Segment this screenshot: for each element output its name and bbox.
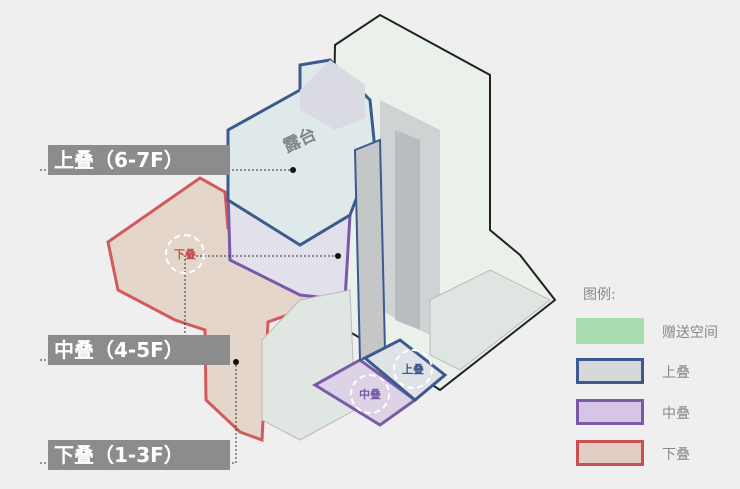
legend-swatch-middle [576,399,644,425]
leader-dot [335,253,341,259]
upper-tag: 上叠 [393,349,433,389]
upper-floors-label: 上叠（6-7F） [48,145,230,175]
lower-tag: 下叠 [165,234,205,274]
leader-dot [233,359,239,365]
legend-label: 上叠 [662,365,690,381]
legend-swatch-lower [576,440,644,466]
legend-title: 图例: [583,287,616,303]
legend-label: 下叠 [662,447,690,463]
middle-tag: 中叠 [350,374,390,414]
legend-swatch-gift [576,318,644,344]
legend-label: 中叠 [662,406,690,422]
leader-dot [290,167,296,173]
legend-swatch-upper [576,358,644,384]
middle-floors-label: 中叠（4-5F） [48,335,230,365]
steps [429,269,551,371]
terrace-box [300,60,365,130]
tower-column [395,130,420,330]
lower-floors-label: 下叠（1-3F） [48,440,230,470]
upper-column [353,138,387,362]
legend-label: 赠送空间 [662,325,718,341]
